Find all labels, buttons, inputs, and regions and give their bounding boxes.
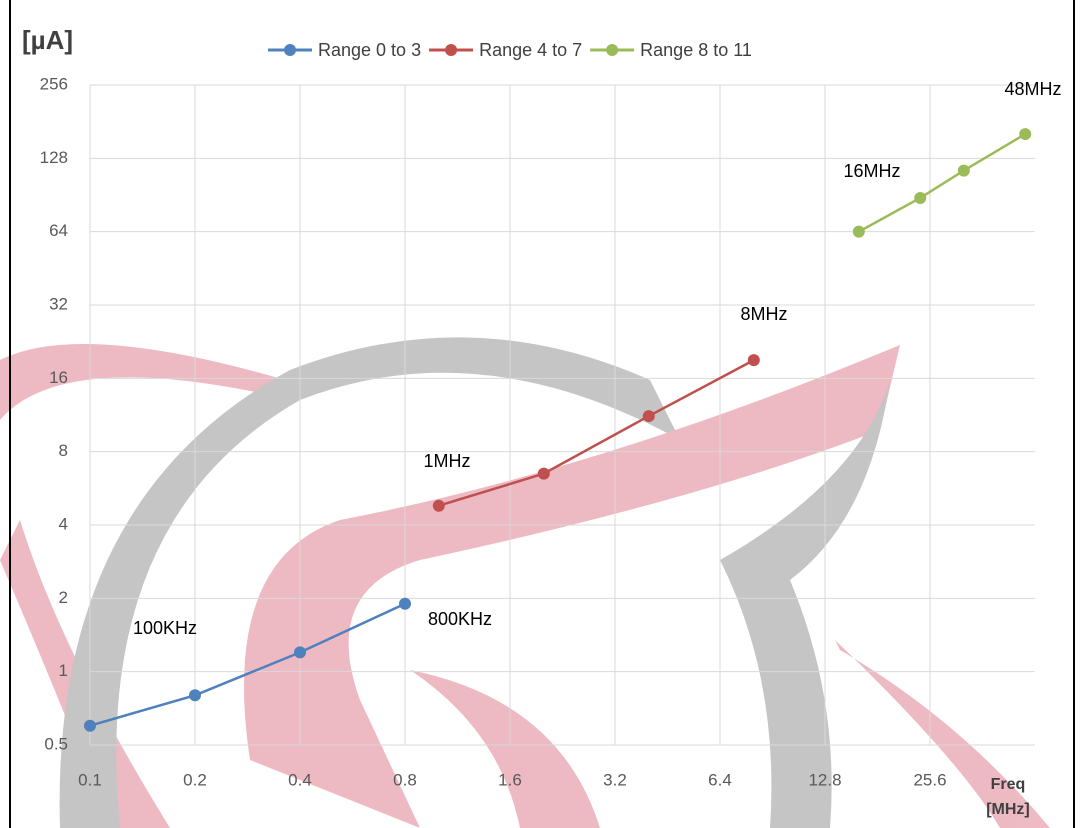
x-tick-label: 0.2 (183, 770, 207, 789)
legend-swatch (606, 44, 619, 56)
legend-swatch (284, 44, 296, 56)
series-line (89, 602, 406, 727)
data-point (189, 689, 201, 702)
y-tick-label: 32 (49, 294, 68, 313)
y-tick-label: 4 (59, 514, 68, 533)
y-tick-label: 0.5 (44, 734, 68, 753)
data-point (642, 410, 655, 423)
annotation: 8MHz (740, 304, 787, 324)
data-point (537, 467, 550, 480)
x-tick-label: 0.1 (78, 770, 102, 789)
x-tick-label: 6.4 (708, 770, 732, 789)
legend-label: Range 0 to 3 (318, 40, 421, 60)
x-axis-label: Freq (991, 776, 1026, 793)
data-point (432, 499, 445, 512)
y-axis-label: [µA] (22, 25, 73, 55)
data-point (84, 719, 96, 732)
annotation: 1MHz (423, 451, 470, 471)
data-point (294, 646, 306, 659)
y-tick-label: 8 (59, 441, 68, 460)
x-tick-label: 3.2 (603, 770, 627, 789)
series-line (858, 132, 1026, 233)
legend-label: Range 4 to 7 (479, 40, 582, 60)
y-tick-label: 64 (49, 221, 68, 240)
data-point (399, 597, 411, 610)
legend-swatch (445, 44, 458, 56)
data-point (747, 354, 760, 367)
data-point (957, 164, 970, 177)
x-tick-label: 0.8 (393, 770, 417, 789)
y-tick-label: 128 (40, 148, 68, 167)
y-tick-label: 256 (40, 74, 68, 93)
annotation: 48MHz (1004, 79, 1061, 99)
x-tick-label: 12.8 (808, 770, 841, 789)
legend-label: Range 8 to 11 (640, 40, 752, 60)
annotation: 16MHz (843, 161, 900, 181)
data-point (914, 191, 927, 204)
series-line (438, 359, 755, 507)
annotation: 800KHz (428, 609, 492, 629)
data-point (1019, 128, 1032, 141)
y-tick-label: 1 (59, 661, 68, 680)
data-point (852, 225, 865, 238)
x-tick-label: 1.6 (498, 770, 522, 789)
watermark (0, 337, 1050, 828)
y-tick-label: 2 (59, 588, 68, 607)
x-axis-label: [MHz] (986, 801, 1030, 818)
y-tick-label: 16 (49, 368, 68, 387)
x-tick-label: 25.6 (913, 770, 946, 789)
frame (9, 0, 1075, 828)
annotation: 100KHz (133, 618, 197, 638)
x-tick-label: 0.4 (288, 770, 312, 789)
